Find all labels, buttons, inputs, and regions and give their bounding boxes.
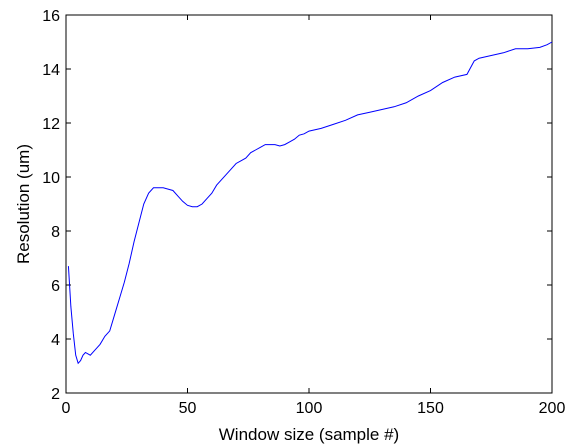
axis-tick-labels: 0 50 100 150 200 2 4 6 8 10 12 14 16	[42, 8, 565, 417]
y-tick-label: 2	[51, 386, 60, 403]
x-tick-label: 50	[179, 400, 197, 417]
y-tick-label: 8	[51, 224, 60, 241]
x-tick-label: 150	[417, 400, 444, 417]
y-tick-label: 12	[42, 116, 60, 133]
x-tick-label: 0	[62, 400, 71, 417]
y-tick-label: 14	[42, 62, 60, 79]
x-axis-label: Window size (sample #)	[219, 425, 399, 444]
y-tick-label: 10	[42, 170, 60, 187]
y-tick-label: 6	[51, 278, 60, 295]
axis-ticks	[65, 14, 553, 394]
x-tick-label: 200	[539, 400, 566, 417]
resolution-series-line	[67, 41, 553, 365]
x-tick-label: 100	[296, 400, 323, 417]
y-axis-label: Resolution (um)	[14, 144, 33, 264]
y-tick-label: 16	[42, 8, 60, 25]
plot-area	[65, 14, 553, 394]
y-tick-label: 4	[51, 332, 60, 349]
